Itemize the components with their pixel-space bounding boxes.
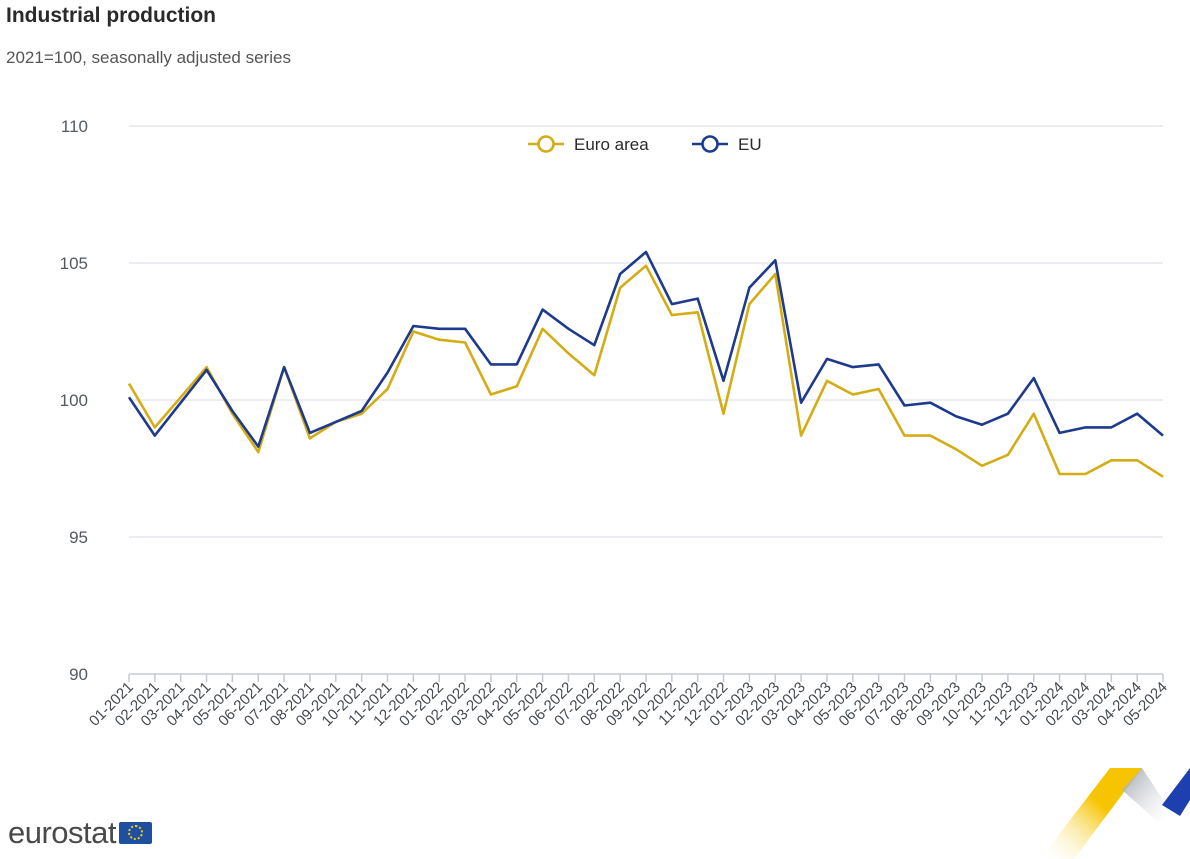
chart-title: Industrial production <box>6 4 216 27</box>
legend-marker-icon <box>537 135 555 153</box>
y-tick-label: 110 <box>61 117 88 136</box>
eu-flag-icon <box>119 822 153 844</box>
legend[interactable]: Euro area EU <box>528 135 762 154</box>
legend-label: EU <box>738 135 762 154</box>
y-tick-label: 90 <box>69 665 88 684</box>
grid-lines <box>129 125 1163 538</box>
y-tick-label: 105 <box>60 254 88 273</box>
y-axis-ticks: 90 95 100 105 110 <box>60 117 88 684</box>
legend-label: Euro area <box>574 135 649 154</box>
legend-item-eu[interactable]: EU <box>692 135 762 154</box>
y-tick-label: 95 <box>69 528 88 547</box>
legend-marker-icon <box>701 135 719 153</box>
series-lines <box>127 250 1164 478</box>
x-axis: 01-202102-202103-202104-202105-202106-20… <box>86 673 1171 730</box>
series-line-eu[interactable] <box>127 250 1164 448</box>
legend-item-euro-area[interactable]: Euro area <box>528 135 649 154</box>
chart-subtitle: 2021=100, seasonally adjusted series <box>6 48 291 67</box>
y-tick-label: 100 <box>60 391 88 410</box>
series-line-euro-area[interactable] <box>127 264 1164 478</box>
brand-decoration-icon <box>1040 768 1190 859</box>
eurostat-logo: eurostat <box>8 815 153 851</box>
logo-text: eurostat <box>8 815 117 850</box>
